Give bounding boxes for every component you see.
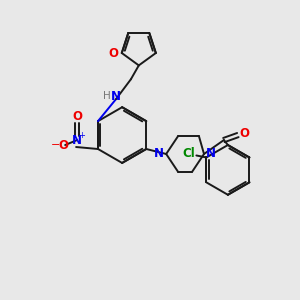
Text: N: N — [72, 134, 82, 146]
Text: N: N — [154, 148, 164, 160]
Text: Cl: Cl — [182, 147, 195, 160]
Text: −: − — [50, 140, 60, 150]
Text: O: O — [109, 46, 119, 59]
Text: +: + — [79, 130, 86, 140]
Text: N: N — [206, 148, 216, 160]
Text: O: O — [240, 127, 250, 140]
Text: N: N — [111, 90, 121, 103]
Text: O: O — [72, 110, 82, 123]
Text: O: O — [58, 139, 68, 152]
Text: H: H — [103, 91, 111, 101]
